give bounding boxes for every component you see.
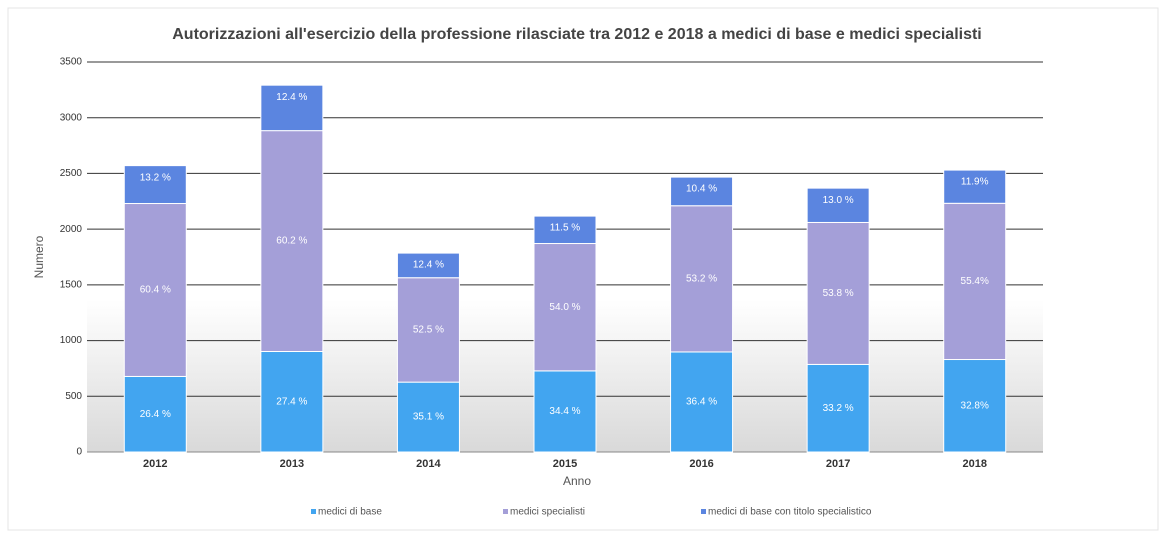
x-tick-label: 2012: [143, 458, 167, 470]
data-label: 33.2 %: [823, 403, 854, 414]
data-label: 10.4 %: [686, 184, 717, 195]
y-tick-label: 2000: [60, 224, 83, 235]
legend-swatch: [701, 509, 706, 514]
bar-segment: [123, 375, 187, 453]
data-label: 11.5 %: [550, 223, 580, 234]
x-tick-label: 2017: [826, 458, 850, 470]
legend-label: medici specialisti: [510, 507, 585, 518]
frame: [7, 7, 1159, 531]
y-axis-title: Numero: [32, 235, 46, 278]
bar-segment: [533, 243, 597, 372]
x-tick-label: 2018: [962, 458, 986, 470]
chart-title: Autorizzazioni all'esercizio della profe…: [172, 26, 982, 43]
data-label: 27.4 %: [276, 396, 307, 407]
y-tick-label: 2500: [60, 168, 83, 179]
x-tick-label: 2016: [689, 458, 713, 470]
data-label: 52.5 %: [413, 325, 444, 336]
bar-segment: [123, 165, 187, 205]
y-tick-label: 3500: [60, 57, 83, 68]
data-label: 53.8 %: [823, 288, 854, 299]
bar-segment: [533, 215, 597, 245]
bar-segment: [806, 187, 870, 223]
x-tick-label: 2014: [416, 458, 441, 470]
bar-segment: [806, 221, 870, 365]
data-label: 26.4 %: [140, 409, 171, 420]
x-tick-label: 2013: [280, 458, 304, 470]
data-label: 60.4 %: [140, 285, 171, 296]
legend-label: medici di base con titolo specialistico: [708, 507, 872, 518]
data-label: 34.4 %: [549, 406, 580, 417]
bar-segment: [123, 203, 187, 377]
bar-segment: [396, 277, 460, 383]
y-tick-label: 1000: [60, 335, 83, 346]
legend-label: medici di base: [318, 507, 382, 518]
data-label: 55.4%: [961, 276, 989, 287]
data-label: 13.0 %: [823, 195, 854, 206]
data-label: 13.2 %: [140, 172, 171, 183]
bar-segment: [943, 202, 1007, 361]
y-tick-label: 500: [65, 391, 82, 402]
bar-segment: [670, 176, 734, 207]
bar-segment: [670, 205, 734, 353]
legend-swatch: [311, 509, 316, 514]
data-label: 12.4 %: [276, 92, 307, 103]
data-label: 35.1 %: [413, 412, 444, 423]
bar-segment: [260, 350, 324, 453]
y-tick-label: 3000: [60, 112, 83, 123]
data-label: 36.4 %: [686, 397, 717, 408]
bar-segment: [533, 370, 597, 453]
bar-segment: [396, 381, 460, 453]
bar-segment: [396, 252, 460, 279]
legend-swatch: [503, 509, 508, 514]
data-label: 11.9%: [961, 177, 989, 188]
y-tick-label: 1500: [60, 279, 83, 290]
data-label: 12.4 %: [413, 260, 444, 271]
bar-segment: [260, 84, 324, 132]
y-tick-label: 0: [76, 447, 82, 458]
x-axis-title: Anno: [563, 474, 591, 488]
bar-segment: [943, 169, 1007, 204]
data-label: 60.2 %: [276, 236, 307, 247]
data-label: 53.2 %: [686, 273, 717, 284]
x-tick-label: 2015: [553, 458, 577, 470]
data-label: 32.8%: [961, 400, 989, 411]
bar-segment: [943, 359, 1007, 453]
bar-segment: [806, 363, 870, 453]
data-label: 54.0 %: [549, 302, 580, 313]
